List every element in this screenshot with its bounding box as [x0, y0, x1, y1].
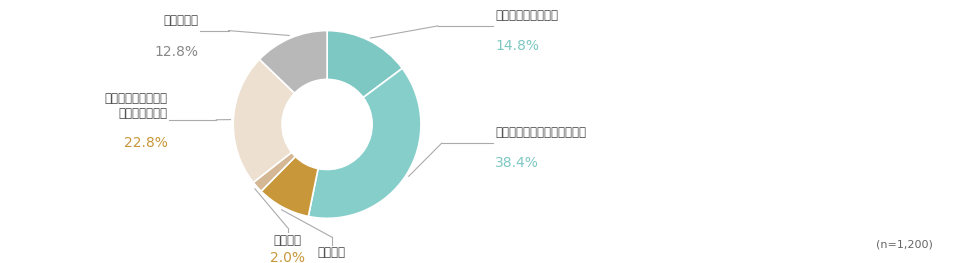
Wedge shape [233, 59, 294, 183]
Wedge shape [253, 152, 295, 191]
Text: 12.8%: 12.8% [155, 45, 198, 59]
Wedge shape [259, 31, 327, 93]
Text: 22.8%: 22.8% [124, 136, 167, 150]
Text: (n=1,200): (n=1,200) [875, 240, 932, 250]
Text: 導入をしておらず、: 導入をしておらず、 [105, 92, 167, 105]
Text: 2.0%: 2.0% [270, 251, 305, 263]
Wedge shape [260, 156, 318, 216]
Wedge shape [308, 68, 421, 218]
Text: 38.4%: 38.4% [495, 156, 538, 170]
Text: 現状の実施規模・頻度を維持: 現状の実施規模・頻度を維持 [495, 127, 585, 139]
Wedge shape [327, 31, 402, 98]
Text: わからない: わからない [163, 14, 198, 27]
Text: 縮小予定: 縮小予定 [317, 246, 345, 260]
Text: 導入予定はない: 導入予定はない [118, 107, 167, 120]
Text: 廃止予定: 廃止予定 [273, 234, 302, 247]
Text: 14.8%: 14.8% [495, 39, 538, 53]
Text: 拡大予定／導入予定: 拡大予定／導入予定 [495, 9, 557, 22]
